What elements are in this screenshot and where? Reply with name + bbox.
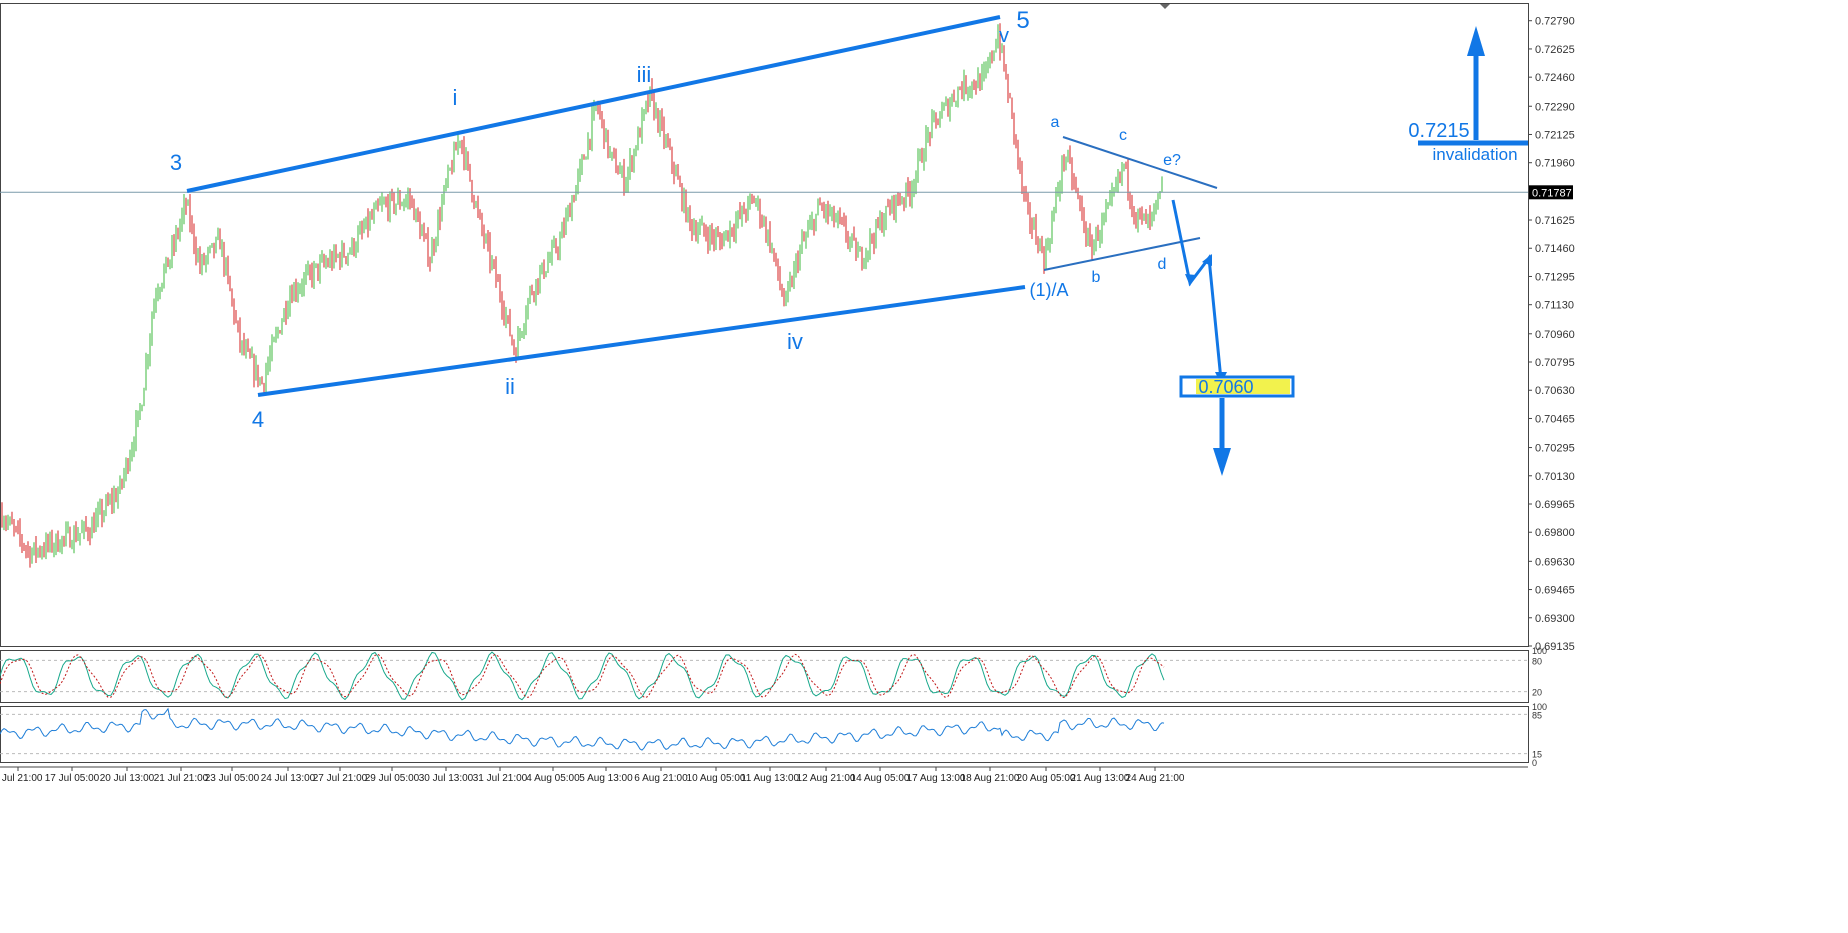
main-panel-border xyxy=(0,3,1529,647)
target-label-0-7060: 0.7060 xyxy=(1198,377,1253,397)
invalidation-label: invalidation xyxy=(1432,145,1517,164)
x-tick-label: 27 Jul 21:00 xyxy=(313,773,368,784)
price-axis: 0.72790 0.72625 0.72460 0.72290 0.72125 0.719… xyxy=(1528,16,1575,653)
stoch-tick-label: 80 xyxy=(1532,656,1542,666)
x-tick-label: 10 Aug 05:00 xyxy=(687,773,746,784)
y-tick-label: 0.70630 xyxy=(1535,385,1575,397)
stoch-tick-label: 20 xyxy=(1532,688,1542,698)
y-tick-label: 0.69300 xyxy=(1535,613,1575,625)
target-highlight xyxy=(1196,379,1290,394)
wave-label-5: 5 xyxy=(1016,7,1029,34)
y-tick-label: 0.70795 xyxy=(1535,357,1575,369)
x-tick-label: 29 Jul 05:00 xyxy=(365,773,420,784)
osc-panel-border xyxy=(0,706,1529,763)
down-arrow-icon xyxy=(1213,448,1231,476)
wave-label-iii: iii xyxy=(637,62,652,87)
wave-label-a: a xyxy=(1051,114,1060,131)
y-tick-label: 0.72125 xyxy=(1535,129,1575,141)
y-tick-label: 0.72460 xyxy=(1535,72,1575,84)
chart-frame xyxy=(0,3,1529,768)
wave-label-3: 3 xyxy=(170,150,182,175)
invalidation-level-label: 0.7215 xyxy=(1408,120,1469,142)
y-tick-label: 0.70960 xyxy=(1535,329,1575,341)
up-arrow-icon xyxy=(1467,26,1485,56)
x-tick-label: 21 Jul 21:00 xyxy=(154,773,209,784)
y-tick-label: 0.69630 xyxy=(1535,556,1575,568)
wave-label-iv: iv xyxy=(787,329,803,354)
wave-label-4: 4 xyxy=(252,407,264,432)
y-tick-label: 0.71130 xyxy=(1535,300,1574,312)
stoch-panel-border xyxy=(0,650,1529,703)
x-tick-label: 23 Jul 05:00 xyxy=(205,773,260,784)
x-tick-label: 5 Aug 13:00 xyxy=(579,773,633,784)
x-tick-label: 24 Aug 21:00 xyxy=(1126,773,1185,784)
y-tick-label: 0.71460 xyxy=(1535,243,1575,255)
current-price-line: 0.71787 xyxy=(0,185,1573,200)
wave-label-v: v xyxy=(999,25,1009,47)
wave-label-1-a: (1)/A xyxy=(1029,280,1068,300)
wave-label-i: i xyxy=(453,85,458,110)
wave-label-d: d xyxy=(1158,256,1167,273)
y-tick-label: 0.70295 xyxy=(1535,443,1575,455)
y-tick-label: 0.70465 xyxy=(1535,413,1575,425)
y-tick-label: 0.69465 xyxy=(1535,585,1575,597)
stoch-signal-line xyxy=(0,653,1165,699)
triangle-lower-line xyxy=(1043,237,1201,271)
x-tick-label: 31 Jul 21:00 xyxy=(473,773,528,784)
triangle-upper-line xyxy=(1062,136,1218,189)
y-tick-label: 0.71295 xyxy=(1535,271,1575,283)
wave-annotations xyxy=(186,15,1528,476)
projection-arrowhead xyxy=(1185,274,1196,286)
stoch-tick-label: 100 xyxy=(1532,646,1547,656)
x-tick-label: 17 Aug 13:00 xyxy=(907,773,966,784)
osc-tick-label: 0 xyxy=(1532,758,1537,768)
x-tick-label: 17 Jul 05:00 xyxy=(45,773,100,784)
x-tick-label: 5 Jul 21:00 xyxy=(0,773,43,784)
x-tick-label: 24 Jul 13:00 xyxy=(261,773,316,784)
stoch-main-line xyxy=(0,651,1165,701)
y-tick-label: 0.72290 xyxy=(1535,101,1575,113)
upper-channel-line xyxy=(186,15,1001,193)
x-tick-label: 12 Aug 21:00 xyxy=(797,773,856,784)
price-candles xyxy=(1,23,1163,568)
shift-marker-icon xyxy=(1160,4,1170,9)
y-tick-label: 0.71625 xyxy=(1535,215,1575,227)
y-tick-label: 0.69135 xyxy=(1535,641,1575,653)
osc-tick-label: 100 xyxy=(1532,702,1547,712)
y-tick-label: 0.71960 xyxy=(1535,158,1575,170)
x-tick-label: 14 Aug 05:00 xyxy=(851,773,910,784)
y-tick-label: 0.72790 xyxy=(1535,16,1575,28)
y-tick-label: 0.69800 xyxy=(1535,527,1575,539)
projection-arrowhead xyxy=(1202,254,1212,266)
osc-line xyxy=(0,707,1165,751)
wave-label-e: e? xyxy=(1163,152,1181,169)
wave-label-ii: ii xyxy=(505,374,515,399)
wave-label-c: c xyxy=(1119,127,1127,144)
x-tick-label: 21 Aug 13:00 xyxy=(1071,773,1130,784)
y-tick-label: 0.69965 xyxy=(1535,499,1575,511)
y-tick-label: 0.72625 xyxy=(1535,44,1575,56)
x-tick-label: 20 Aug 05:00 xyxy=(1017,773,1076,784)
x-tick-label: 20 Jul 13:00 xyxy=(100,773,155,784)
x-tick-label: 30 Jul 13:00 xyxy=(419,773,474,784)
x-tick-label: 11 Aug 13:00 xyxy=(741,773,800,784)
wave-label-b: b xyxy=(1092,269,1101,286)
x-tick-label: 6 Aug 21:00 xyxy=(634,773,688,784)
osc-tick-label: 85 xyxy=(1532,710,1542,720)
osc-tick-label: 15 xyxy=(1532,750,1542,760)
projection-path xyxy=(1171,199,1223,381)
x-tick-label: 18 Aug 21:00 xyxy=(961,773,1020,784)
price-tag-text: 0.71787 xyxy=(1532,187,1572,199)
price-tag xyxy=(1529,185,1573,200)
lower-channel-line xyxy=(257,285,1026,397)
y-tick-label: 0.70130 xyxy=(1535,471,1575,483)
x-tick-label: 4 Aug 05:00 xyxy=(526,773,580,784)
